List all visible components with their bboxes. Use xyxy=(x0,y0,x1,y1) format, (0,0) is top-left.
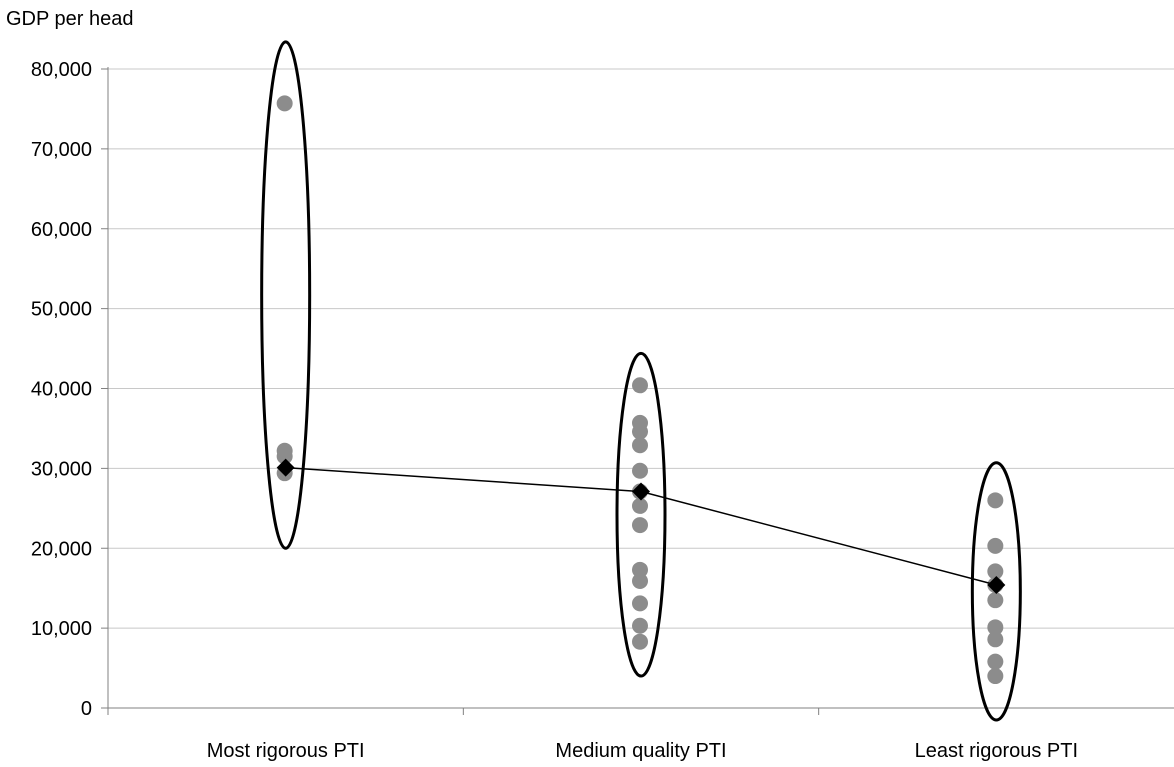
data-point xyxy=(632,462,648,479)
data-point xyxy=(632,561,648,578)
x-tick-label: Most rigorous PTI xyxy=(207,740,365,762)
y-tick-label: 70,000 xyxy=(31,139,92,161)
group-outlines xyxy=(260,40,1022,722)
x-tick-label: Medium quality PTI xyxy=(555,740,726,762)
data-point xyxy=(632,617,648,634)
axes xyxy=(101,67,1174,715)
y-tick-label: 0 xyxy=(81,698,92,720)
group-outline xyxy=(970,461,1022,722)
data-point xyxy=(632,633,648,650)
y-tick-label: 50,000 xyxy=(31,299,92,321)
data-point xyxy=(632,497,648,514)
data-point xyxy=(276,448,293,465)
average-series xyxy=(276,458,1006,594)
data-point xyxy=(987,668,1004,685)
data-point xyxy=(987,537,1004,554)
data-point xyxy=(632,437,648,454)
average-marker xyxy=(276,458,295,477)
data-point xyxy=(987,492,1004,509)
data-point xyxy=(987,592,1004,609)
data-point xyxy=(987,563,1004,580)
y-axis-title: GDP per head xyxy=(6,8,134,30)
y-tick-label: 60,000 xyxy=(31,219,92,241)
y-tick-label: 80,000 xyxy=(31,59,92,81)
data-points xyxy=(276,95,1004,685)
average-marker xyxy=(987,575,1006,594)
group-outline xyxy=(615,351,667,678)
gridlines xyxy=(108,68,1174,629)
data-point xyxy=(632,595,648,612)
x-tick-label: Least rigorous PTI xyxy=(915,740,1078,762)
data-point xyxy=(987,653,1004,670)
y-tick-label: 30,000 xyxy=(31,458,92,480)
y-tick-label: 10,000 xyxy=(31,618,92,640)
data-point xyxy=(987,631,1004,648)
data-point xyxy=(632,377,648,394)
tick-labels: 0 10,000 20,000 30,000 40,000 50,000 60,000 70,… xyxy=(31,59,1078,762)
average-marker xyxy=(632,482,650,501)
data-point xyxy=(632,423,648,440)
y-tick-label: 40,000 xyxy=(31,379,92,401)
y-tick-label: 20,000 xyxy=(31,538,92,560)
data-point xyxy=(632,572,648,589)
data-point xyxy=(276,95,293,112)
data-point xyxy=(987,619,1004,636)
group-outline xyxy=(260,40,312,550)
data-point xyxy=(632,517,648,534)
